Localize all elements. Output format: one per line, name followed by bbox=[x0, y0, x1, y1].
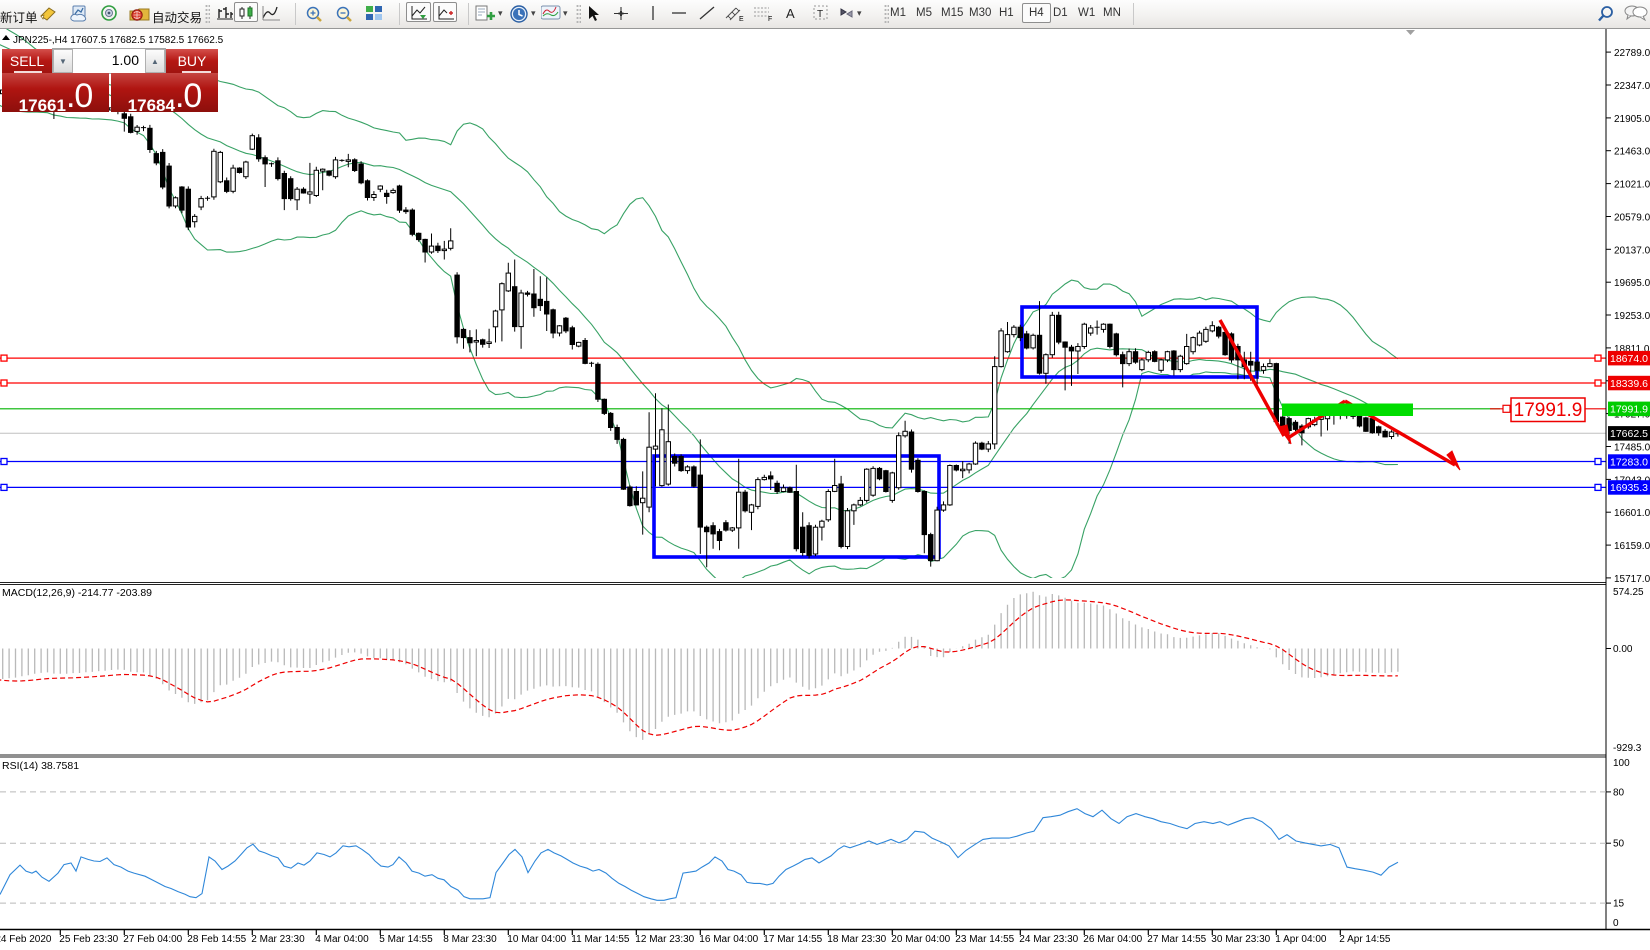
svg-text:1 Apr 04:00: 1 Apr 04:00 bbox=[1275, 934, 1327, 945]
svg-text:0: 0 bbox=[1613, 918, 1619, 929]
svg-text:27 Mar 14:55: 27 Mar 14:55 bbox=[1147, 934, 1206, 945]
svg-text:2 Apr 14:55: 2 Apr 14:55 bbox=[1339, 934, 1391, 945]
svg-text:18 Mar 23:30: 18 Mar 23:30 bbox=[827, 934, 886, 945]
svg-text:17991.9: 17991.9 bbox=[1610, 404, 1648, 416]
svg-text:17 Mar 14:55: 17 Mar 14:55 bbox=[763, 934, 822, 945]
svg-text:20579.0: 20579.0 bbox=[1614, 213, 1650, 224]
svg-text:20137.0: 20137.0 bbox=[1614, 245, 1650, 256]
svg-text:22347.0: 22347.0 bbox=[1614, 81, 1650, 92]
svg-text:24 Feb 2020: 24 Feb 2020 bbox=[0, 934, 52, 945]
svg-text:27 Feb 04:00: 27 Feb 04:00 bbox=[123, 934, 182, 945]
svg-text:19695.0: 19695.0 bbox=[1614, 278, 1650, 289]
svg-text:E: E bbox=[739, 16, 744, 22]
svg-text:22789.0: 22789.0 bbox=[1614, 48, 1650, 59]
svg-text:MACD(12,26,9) -214.77 -203.89: MACD(12,26,9) -214.77 -203.89 bbox=[2, 587, 152, 599]
svg-text:0.00: 0.00 bbox=[1613, 644, 1633, 655]
svg-text:26 Mar 04:00: 26 Mar 04:00 bbox=[1083, 934, 1142, 945]
svg-text:21463.0: 21463.0 bbox=[1614, 147, 1650, 158]
svg-text:16 Mar 04:00: 16 Mar 04:00 bbox=[699, 934, 758, 945]
svg-text:18811.0: 18811.0 bbox=[1614, 344, 1650, 355]
svg-text:11 Mar 14:55: 11 Mar 14:55 bbox=[571, 934, 630, 945]
svg-text:574.25: 574.25 bbox=[1613, 587, 1644, 598]
svg-text:RSI(14) 38.7581: RSI(14) 38.7581 bbox=[2, 760, 79, 772]
svg-text:4 Mar 04:00: 4 Mar 04:00 bbox=[315, 934, 369, 945]
svg-text:16935.3: 16935.3 bbox=[1610, 482, 1648, 494]
svg-text:19253.0: 19253.0 bbox=[1614, 311, 1650, 322]
svg-text:17991.9: 17991.9 bbox=[1514, 400, 1583, 421]
svg-text:F: F bbox=[768, 16, 772, 22]
svg-text:20 Mar 04:00: 20 Mar 04:00 bbox=[891, 934, 950, 945]
svg-text:18674.0: 18674.0 bbox=[1610, 353, 1648, 365]
svg-text:17662.5: 17662.5 bbox=[1610, 428, 1648, 440]
svg-text:15717.0: 15717.0 bbox=[1614, 574, 1650, 585]
svg-text:21905.0: 21905.0 bbox=[1614, 114, 1650, 125]
svg-text:17283.0: 17283.0 bbox=[1610, 456, 1648, 468]
svg-text:17485.0: 17485.0 bbox=[1614, 443, 1650, 454]
svg-text:28 Feb 14:55: 28 Feb 14:55 bbox=[187, 934, 246, 945]
svg-text:30 Mar 23:30: 30 Mar 23:30 bbox=[1211, 934, 1270, 945]
svg-text:-929.3: -929.3 bbox=[1613, 743, 1642, 754]
svg-text:JPN225-,H4 17607.5 17682.5 17: JPN225-,H4 17607.5 17682.5 17582.5 17662… bbox=[13, 35, 224, 46]
svg-text:23 Mar 14:55: 23 Mar 14:55 bbox=[955, 934, 1014, 945]
svg-text:8 Mar 23:30: 8 Mar 23:30 bbox=[443, 934, 497, 945]
svg-text:10 Mar 04:00: 10 Mar 04:00 bbox=[507, 934, 566, 945]
svg-text:25 Feb 23:30: 25 Feb 23:30 bbox=[59, 934, 118, 945]
svg-text:5 Mar 14:55: 5 Mar 14:55 bbox=[379, 934, 433, 945]
svg-text:21021.0: 21021.0 bbox=[1614, 180, 1650, 191]
svg-text:16159.0: 16159.0 bbox=[1614, 541, 1650, 552]
svg-text:2 Mar 23:30: 2 Mar 23:30 bbox=[251, 934, 305, 945]
svg-text:100: 100 bbox=[1613, 758, 1630, 769]
svg-text:80: 80 bbox=[1613, 787, 1625, 798]
svg-text:50: 50 bbox=[1613, 839, 1625, 850]
svg-text:15: 15 bbox=[1613, 899, 1625, 910]
svg-text:12 Mar 23:30: 12 Mar 23:30 bbox=[635, 934, 694, 945]
svg-text:24 Mar 23:30: 24 Mar 23:30 bbox=[1019, 934, 1078, 945]
svg-text:18339.6: 18339.6 bbox=[1610, 378, 1648, 390]
svg-text:16601.0: 16601.0 bbox=[1614, 508, 1650, 519]
svg-text:T: T bbox=[817, 9, 823, 20]
